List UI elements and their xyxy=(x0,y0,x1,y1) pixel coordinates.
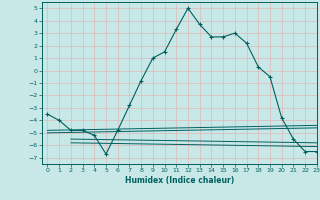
X-axis label: Humidex (Indice chaleur): Humidex (Indice chaleur) xyxy=(124,176,234,185)
